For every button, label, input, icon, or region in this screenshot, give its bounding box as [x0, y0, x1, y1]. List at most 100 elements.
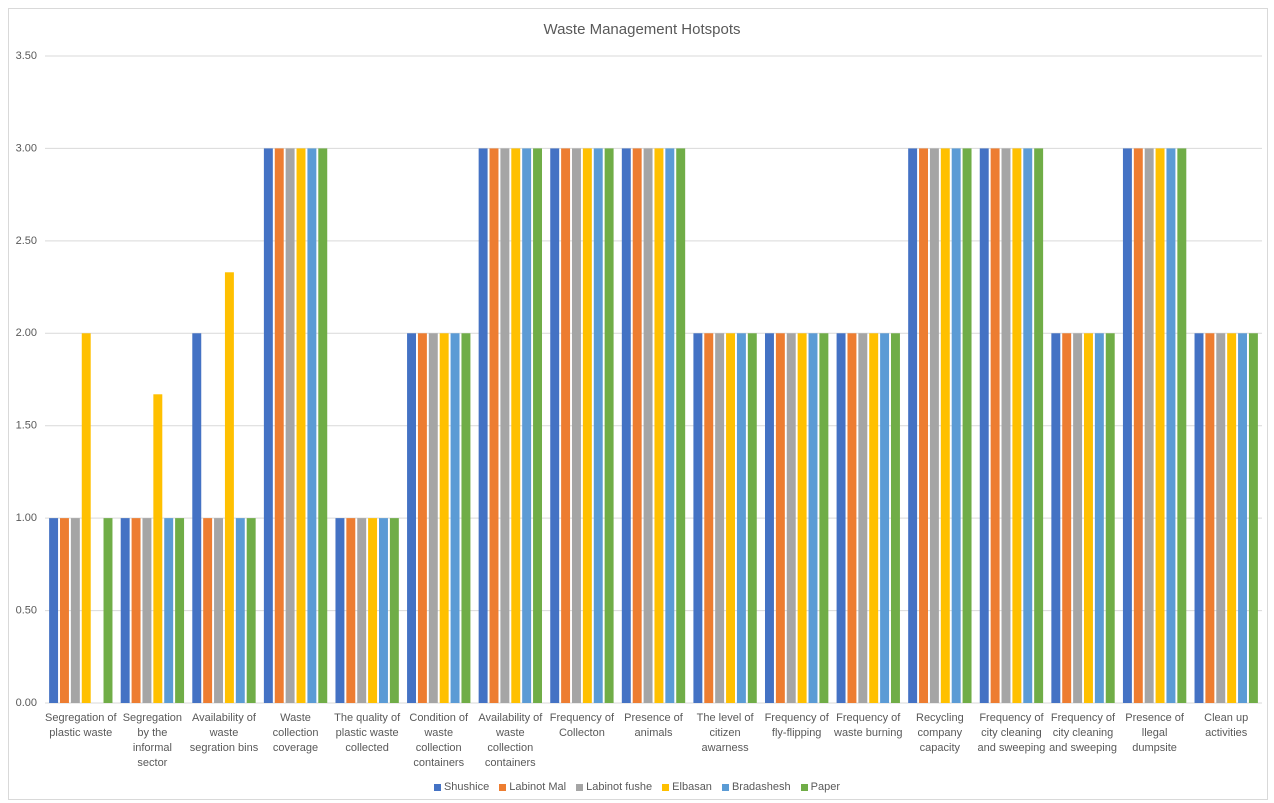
bar — [214, 518, 224, 703]
bar — [511, 148, 521, 703]
bar — [951, 148, 961, 703]
bar — [164, 518, 174, 703]
bar — [979, 148, 989, 703]
bar — [908, 148, 918, 703]
x-tick-label: Condition of waste collection containers — [409, 712, 469, 769]
bar — [561, 148, 571, 703]
legend-swatch — [499, 783, 507, 791]
legend-item: Elbasan — [662, 781, 712, 793]
bar — [450, 333, 460, 703]
bar — [1205, 333, 1215, 703]
chart-title: Waste Management Hotspots — [543, 21, 740, 38]
x-tick-label: Frequency of fly-flipping — [764, 712, 829, 739]
bar — [59, 518, 69, 703]
bar — [1144, 148, 1154, 703]
bar — [1238, 333, 1248, 703]
bar — [1001, 148, 1011, 703]
bar — [1177, 148, 1187, 703]
bar — [1155, 148, 1165, 703]
bar — [389, 518, 399, 703]
bar — [654, 148, 664, 703]
bar — [417, 333, 427, 703]
bar — [786, 333, 796, 703]
bar — [643, 148, 653, 703]
legend-item: Bradashesh — [721, 781, 791, 793]
x-tick-label: Availability of waste segration bins — [189, 712, 259, 754]
bar — [120, 518, 130, 703]
bar — [461, 333, 471, 703]
bar — [990, 148, 1000, 703]
bar — [500, 148, 510, 703]
bar — [582, 148, 592, 703]
bar — [335, 518, 345, 703]
legend-label: Labinot Mal — [509, 781, 567, 793]
bar — [428, 333, 438, 703]
x-tick-label: The level of citizen awarness — [696, 712, 754, 754]
bar — [940, 148, 950, 703]
bar — [478, 148, 488, 703]
bar — [621, 148, 631, 703]
bar — [103, 518, 113, 703]
y-tick-label: 1.50 — [16, 420, 37, 432]
bar — [1094, 333, 1104, 703]
x-tick-label: Segregation of plastic waste — [45, 712, 117, 739]
bar — [1133, 148, 1143, 703]
bar — [962, 148, 972, 703]
bar — [1023, 148, 1033, 703]
bar — [736, 333, 746, 703]
bar — [764, 333, 774, 703]
bar — [665, 148, 675, 703]
legend-swatch — [433, 783, 441, 791]
bar — [571, 148, 581, 703]
legend-label: Elbasan — [672, 781, 712, 793]
legend-swatch — [662, 783, 670, 791]
bar — [285, 148, 295, 703]
bar — [693, 333, 703, 703]
bar — [919, 148, 929, 703]
legend: Shushice Labinot Mal Labinot fushe Elbasan B… — [0, 781, 1274, 793]
legend-swatch — [721, 783, 729, 791]
x-tick-label: Presence of llegal dumpsite — [1125, 712, 1184, 754]
legend-label: Paper — [810, 781, 841, 793]
legend-label: Labinot fushe — [586, 781, 653, 793]
bar — [1194, 333, 1204, 703]
bar — [1248, 333, 1258, 703]
x-tick-label: Recycling company capacity — [916, 712, 964, 754]
bar — [307, 148, 317, 703]
x-tick-label: Clean up activities — [1204, 712, 1249, 739]
x-tick-label: Presence of animals — [624, 712, 683, 739]
bar — [858, 333, 868, 703]
bar — [357, 518, 367, 703]
bar — [131, 518, 141, 703]
legend-item: Labinot Mal — [499, 781, 566, 793]
bar — [1034, 148, 1044, 703]
bar — [296, 148, 306, 703]
y-tick-label: 3.00 — [16, 142, 37, 154]
x-tick-label: Waste collection coverage — [272, 712, 319, 754]
bar — [890, 333, 900, 703]
bar — [533, 148, 543, 703]
bar — [1051, 333, 1061, 703]
bar — [704, 333, 714, 703]
bar — [819, 333, 829, 703]
bar — [797, 333, 807, 703]
bar — [439, 333, 449, 703]
bar — [522, 148, 532, 703]
bar — [378, 518, 388, 703]
bar — [346, 518, 356, 703]
bar — [1105, 333, 1115, 703]
bar — [175, 518, 185, 703]
legend-item: Shushice — [433, 781, 489, 793]
bar — [836, 333, 846, 703]
bar — [489, 148, 499, 703]
bar — [192, 333, 202, 703]
y-tick-label: 3.50 — [16, 50, 37, 62]
bar — [775, 333, 785, 703]
bar — [676, 148, 686, 703]
bar — [1227, 333, 1237, 703]
x-tick-label: Frequency of waste burning — [834, 712, 903, 739]
legend-item: Paper — [800, 781, 841, 793]
bar — [49, 518, 59, 703]
legend-swatch — [800, 783, 808, 791]
